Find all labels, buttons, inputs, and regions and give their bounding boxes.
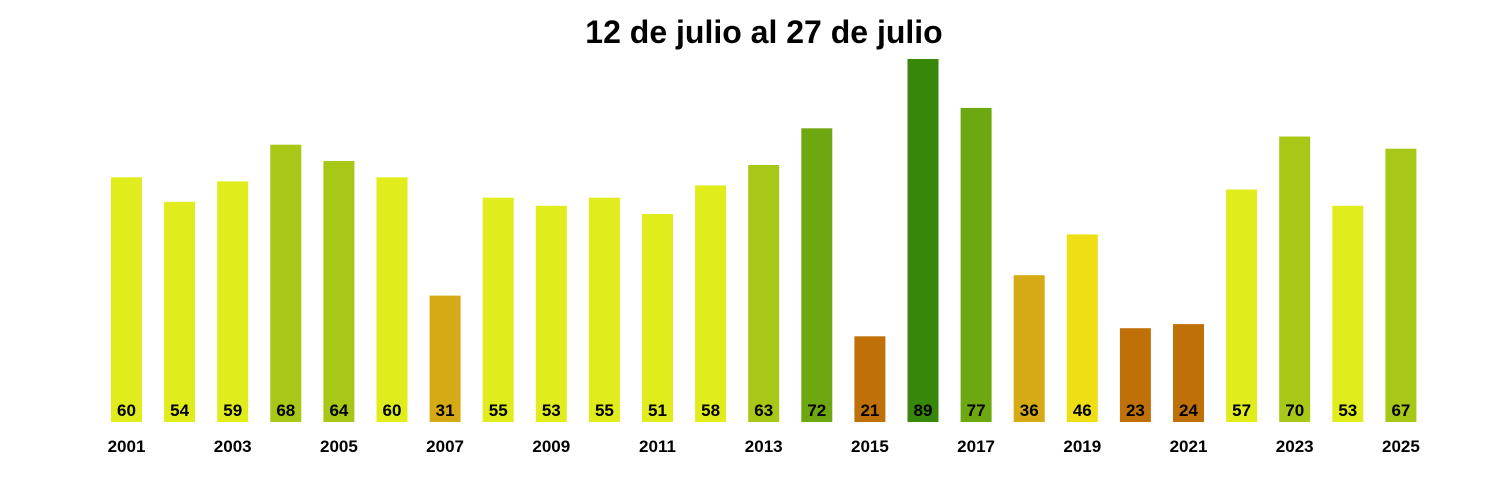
x-tick-2005: 2005 — [320, 437, 358, 456]
bar-2004 — [270, 144, 302, 422]
value-label-2009: 53 — [542, 401, 561, 420]
value-label-2001: 60 — [117, 401, 136, 420]
value-label-2023: 70 — [1285, 401, 1304, 420]
bar-2012 — [695, 185, 727, 422]
bar-2005 — [323, 161, 355, 422]
x-tick-2025: 2025 — [1382, 437, 1420, 456]
value-label-2015: 21 — [860, 401, 879, 420]
value-label-2012: 58 — [701, 401, 720, 420]
value-label-2025: 67 — [1391, 401, 1410, 420]
x-tick-2021: 2021 — [1170, 437, 1208, 456]
bar-2022 — [1226, 189, 1258, 422]
x-tick-2019: 2019 — [1063, 437, 1101, 456]
bar-2021 — [1173, 324, 1204, 422]
value-label-2008: 55 — [489, 401, 508, 420]
value-label-2007: 31 — [436, 401, 455, 420]
bar-2018 — [1013, 275, 1045, 422]
value-label-2005: 64 — [329, 401, 348, 420]
value-label-2021: 24 — [1179, 401, 1198, 420]
bar-2003 — [217, 181, 249, 422]
value-label-2002: 54 — [170, 401, 189, 420]
bar-2013 — [748, 165, 780, 422]
bar-2011 — [642, 214, 673, 422]
value-label-2024: 53 — [1338, 401, 1357, 420]
bar-2017 — [960, 107, 992, 423]
bar-2010 — [588, 197, 620, 422]
bar-2009 — [535, 205, 567, 422]
value-label-2010: 55 — [595, 401, 614, 420]
value-label-2011: 51 — [648, 401, 667, 420]
bar-2023 — [1279, 136, 1311, 422]
value-label-2014: 72 — [807, 401, 826, 420]
bar-2024 — [1332, 205, 1364, 422]
x-tick-2007: 2007 — [426, 437, 464, 456]
value-label-2004: 68 — [276, 401, 295, 420]
bar-2019 — [1066, 234, 1098, 422]
value-labels-group: 60 54 59 68 64 60 31 55 53 55 51 58 63 72 21 89 77 36 46 23… — [117, 401, 1410, 420]
x-tick-2015: 2015 — [851, 437, 889, 456]
bar-2014 — [801, 128, 833, 423]
value-label-2013: 63 — [754, 401, 773, 420]
value-label-2020: 23 — [1126, 401, 1145, 420]
bar-2016 — [907, 59, 939, 422]
value-label-2019: 46 — [1073, 401, 1092, 420]
value-label-2006: 60 — [383, 401, 402, 420]
chart-title: 12 de julio al 27 de julio — [585, 14, 942, 50]
value-label-2016: 89 — [914, 401, 933, 420]
value-label-2022: 57 — [1232, 401, 1251, 420]
bars-group — [111, 59, 1417, 423]
x-tick-2011: 2011 — [639, 437, 676, 456]
bar-2001 — [111, 177, 142, 422]
x-axis-tick-labels: 2001 2003 2005 2007 2009 2011 2013 2015 2017 2019… — [108, 437, 1420, 456]
bar-2002 — [164, 201, 196, 422]
x-tick-2009: 2009 — [532, 437, 570, 456]
x-tick-2013: 2013 — [745, 437, 783, 456]
bar-2007 — [429, 295, 461, 422]
value-label-2003: 59 — [223, 401, 242, 420]
x-tick-2001: 2001 — [108, 437, 146, 456]
bar-2015 — [854, 336, 886, 422]
x-tick-2003: 2003 — [214, 437, 252, 456]
x-tick-2017: 2017 — [957, 437, 995, 456]
bar-2020 — [1119, 328, 1151, 422]
bar-2008 — [482, 197, 514, 422]
value-label-2018: 36 — [1020, 401, 1039, 420]
value-label-2017: 77 — [967, 401, 986, 420]
bar-2006 — [376, 177, 408, 422]
x-tick-2023: 2023 — [1276, 437, 1314, 456]
bar-2025 — [1385, 148, 1417, 422]
